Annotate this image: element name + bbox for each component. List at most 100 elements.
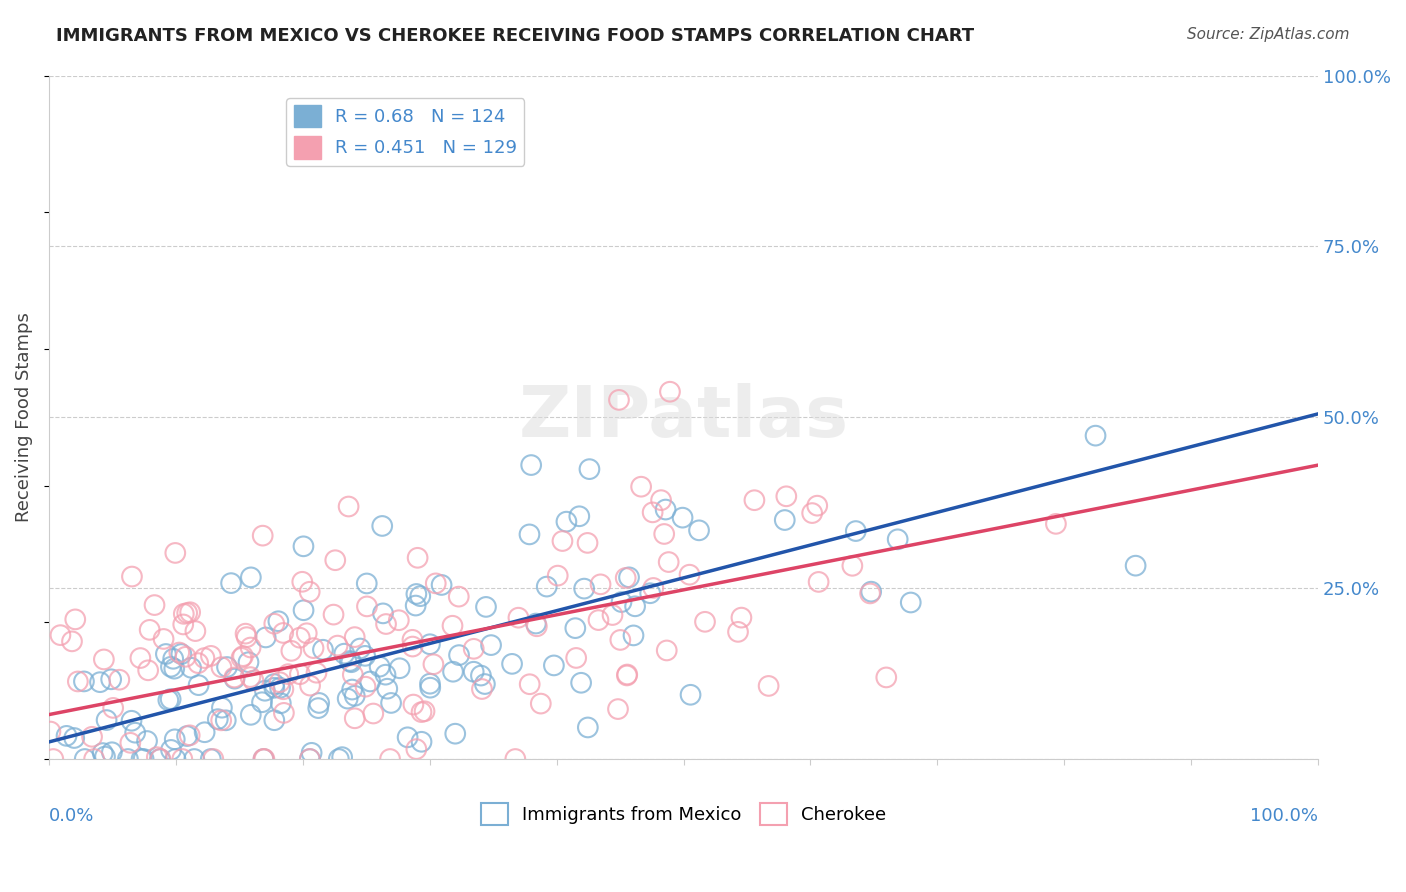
Cherokee bbox=[565, 651, 588, 665]
Immigrants from Mexico bbox=[121, 714, 143, 728]
Cherokee bbox=[252, 752, 274, 766]
Cherokee bbox=[413, 704, 436, 718]
Cherokee bbox=[775, 489, 797, 503]
Immigrants from Mexico bbox=[671, 510, 693, 524]
Cherokee bbox=[807, 574, 830, 589]
Immigrants from Mexico bbox=[419, 681, 441, 695]
Immigrants from Mexico bbox=[254, 631, 277, 645]
Cherokee bbox=[411, 705, 433, 719]
Cherokee bbox=[66, 674, 89, 689]
Cherokee bbox=[202, 752, 225, 766]
Immigrants from Mexico bbox=[194, 725, 217, 739]
Immigrants from Mexico bbox=[340, 682, 363, 697]
Immigrants from Mexico bbox=[564, 621, 586, 635]
Cherokee bbox=[298, 584, 321, 599]
Cherokee bbox=[607, 392, 630, 407]
Cherokee bbox=[342, 667, 364, 681]
Cherokee bbox=[401, 632, 423, 647]
Cherokee bbox=[173, 607, 195, 621]
Immigrants from Mexico bbox=[411, 735, 433, 749]
Immigrants from Mexico bbox=[328, 752, 350, 766]
Immigrants from Mexico bbox=[73, 674, 96, 689]
Cherokee bbox=[337, 500, 360, 514]
Immigrants from Mexico bbox=[375, 681, 398, 696]
Immigrants from Mexico bbox=[267, 614, 290, 628]
Cherokee bbox=[519, 677, 541, 691]
Immigrants from Mexico bbox=[845, 524, 868, 538]
Immigrants from Mexico bbox=[170, 647, 193, 661]
Cherokee bbox=[200, 648, 222, 663]
Cherokee bbox=[93, 652, 115, 666]
Immigrants from Mexico bbox=[1125, 558, 1147, 573]
Cherokee bbox=[607, 702, 630, 716]
Cherokee bbox=[343, 630, 366, 644]
Immigrants from Mexico bbox=[263, 681, 285, 695]
Cherokee bbox=[136, 663, 159, 677]
Cherokee bbox=[505, 752, 527, 766]
Cherokee bbox=[80, 730, 103, 744]
Cherokee bbox=[172, 617, 194, 632]
Immigrants from Mexico bbox=[463, 665, 485, 679]
Cherokee bbox=[422, 657, 444, 672]
Cherokee bbox=[354, 680, 377, 694]
Immigrants from Mexico bbox=[405, 587, 427, 601]
Immigrants from Mexico bbox=[176, 729, 198, 743]
Cherokee bbox=[375, 617, 398, 632]
Immigrants from Mexico bbox=[239, 570, 262, 584]
Text: 100.0%: 100.0% bbox=[1250, 807, 1319, 825]
Cherokee bbox=[271, 626, 294, 640]
Cherokee bbox=[60, 634, 83, 648]
Cherokee bbox=[295, 626, 318, 640]
Immigrants from Mexico bbox=[132, 752, 155, 766]
Cherokee bbox=[101, 701, 124, 715]
Cherokee bbox=[224, 671, 246, 685]
Immigrants from Mexico bbox=[354, 648, 377, 663]
Legend: Immigrants from Mexico, Cherokee: Immigrants from Mexico, Cherokee bbox=[474, 796, 894, 832]
Immigrants from Mexico bbox=[73, 752, 96, 766]
Immigrants from Mexico bbox=[543, 658, 565, 673]
Cherokee bbox=[152, 632, 174, 646]
Immigrants from Mexico bbox=[773, 513, 796, 527]
Immigrants from Mexico bbox=[405, 599, 427, 613]
Cherokee bbox=[39, 724, 62, 739]
Cherokee bbox=[83, 752, 105, 766]
Immigrants from Mexico bbox=[298, 752, 321, 766]
Immigrants from Mexico bbox=[333, 647, 356, 661]
Immigrants from Mexico bbox=[419, 637, 441, 651]
Cherokee bbox=[179, 605, 201, 619]
Cherokee bbox=[277, 667, 299, 681]
Cherokee bbox=[120, 736, 142, 750]
Immigrants from Mexico bbox=[55, 729, 77, 743]
Cherokee bbox=[209, 714, 232, 728]
Cherokee bbox=[447, 590, 470, 604]
Cherokee bbox=[149, 752, 172, 766]
Cherokee bbox=[614, 571, 637, 585]
Cherokee bbox=[616, 668, 638, 682]
Cherokee bbox=[1045, 516, 1067, 531]
Immigrants from Mexico bbox=[524, 616, 547, 631]
Cherokee bbox=[176, 606, 198, 620]
Immigrants from Mexico bbox=[1084, 428, 1107, 442]
Cherokee bbox=[343, 711, 366, 725]
Cherokee bbox=[288, 631, 311, 645]
Cherokee bbox=[174, 649, 197, 664]
Cherokee bbox=[302, 641, 325, 656]
Cherokee bbox=[298, 752, 321, 766]
Immigrants from Mexico bbox=[479, 638, 502, 652]
Cherokee bbox=[576, 536, 599, 550]
Cherokee bbox=[305, 665, 328, 680]
Cherokee bbox=[859, 586, 882, 600]
Immigrants from Mexico bbox=[501, 657, 523, 671]
Immigrants from Mexico bbox=[679, 688, 702, 702]
Immigrants from Mexico bbox=[270, 696, 292, 710]
Cherokee bbox=[322, 607, 344, 622]
Immigrants from Mexico bbox=[163, 732, 186, 747]
Immigrants from Mexico bbox=[638, 586, 661, 600]
Immigrants from Mexico bbox=[312, 642, 335, 657]
Cherokee bbox=[801, 506, 824, 520]
Immigrants from Mexico bbox=[91, 746, 114, 760]
Immigrants from Mexico bbox=[215, 714, 238, 728]
Immigrants from Mexico bbox=[307, 701, 329, 715]
Cherokee bbox=[727, 624, 749, 639]
Cherokee bbox=[378, 752, 401, 766]
